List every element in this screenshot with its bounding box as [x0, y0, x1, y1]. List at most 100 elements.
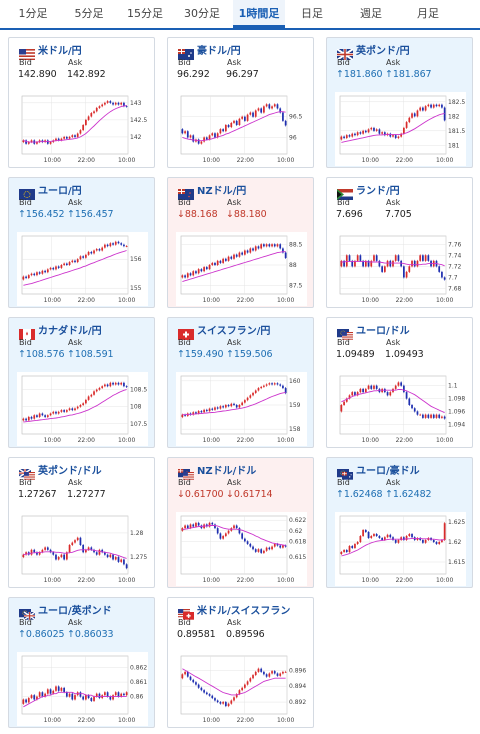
pair-name[interactable]: ユーロ/英ポンド [38, 606, 112, 617]
tab-4[interactable]: 30分足 [184, 7, 220, 20]
pair-name[interactable]: 英ポンド/円 [356, 46, 410, 57]
ask-price: 0.61714 [233, 489, 273, 500]
flag-icon [178, 465, 195, 480]
price-chart[interactable]: 108.5 108 107.5 10:00 22:00 10:00 [17, 372, 148, 446]
pair-name[interactable]: 米ドル/スイスフラン [197, 606, 291, 617]
price-chart[interactable]: 1.1 1.098 1.096 1.094 10:00 22:00 10:00 [335, 372, 466, 446]
candle-body [427, 255, 430, 261]
candle-body [211, 408, 214, 410]
price-chart[interactable]: 160 159 158 10:00 22:00 10:00 [176, 372, 307, 446]
moving-average-line [23, 549, 127, 559]
candle-body [114, 692, 117, 696]
candle-body [254, 110, 257, 117]
ask-price: 181.867 [392, 69, 432, 80]
pair-name[interactable]: 豪ドル/円 [197, 46, 241, 57]
candle-body [400, 382, 403, 386]
bid-value: ↓88.168 [177, 209, 218, 220]
x-tick-label: 22:00 [78, 437, 95, 444]
price-chart[interactable]: 0.862 0.861 0.86 10:00 22:00 10:00 [17, 652, 148, 726]
candle-body [195, 522, 197, 527]
currency-card[interactable]: ユーロ/円 Bid Ask ↑156.452 ↑156.457 156 155 10:00 22… [8, 177, 155, 308]
tab-3[interactable]: 15分足 [127, 7, 163, 20]
currency-card[interactable]: ランド/円 Bid Ask 7.696 7.705 7.76 7.74 7.72 7.7 7.68… [326, 177, 473, 308]
candle-body [241, 687, 244, 691]
tab-1[interactable]: 1分足 [18, 7, 48, 20]
candle-body [203, 137, 205, 142]
candle-body [106, 554, 109, 558]
pair-name[interactable]: ユーロ/円 [38, 186, 82, 197]
candle-body [408, 534, 411, 536]
x-tick-label: 10:00 [436, 157, 453, 164]
currency-card[interactable]: ユーロ/英ポンド Bid Ask ↑0.86025 ↑0.86033 0.862 0.861… [8, 597, 155, 728]
candle-body [227, 703, 230, 707]
candle-body [367, 260, 370, 267]
currency-card[interactable]: 英ポンド/ドル Bid Ask 1.27267 1.27277 1.28 1.275 10:0… [8, 457, 155, 588]
candle-body [30, 416, 33, 419]
candle-body [362, 530, 364, 536]
candle-body [233, 697, 235, 701]
tab-5[interactable]: 1時間足 [233, 0, 285, 28]
candle-body [381, 266, 383, 272]
currency-card[interactable]: NZドル/ドル Bid Ask ↓0.61700 ↓0.61714 0.622 0.62 0.… [167, 457, 314, 588]
candle-body [52, 411, 55, 414]
candle-body [364, 130, 367, 133]
currency-card[interactable]: ユーロ/豪ドル Bid Ask ↑1.62468 ↑1.62482 1.625 1.62 1.… [326, 457, 473, 588]
currency-card[interactable]: NZドル/円 Bid Ask ↓88.168 ↓88.180 88.5 88 87.5 10:0… [167, 177, 314, 308]
trend-arrow-icon: ↑ [336, 69, 344, 80]
pair-name[interactable]: ユーロ/ドル [356, 326, 410, 337]
tab-6[interactable]: 日足 [301, 7, 323, 20]
pair-name[interactable]: 米ドル/円 [38, 46, 82, 57]
tab-2[interactable]: 5分足 [74, 7, 104, 20]
candle-body [27, 142, 30, 144]
candle-body [214, 524, 216, 529]
price-chart[interactable]: 7.76 7.74 7.72 7.7 7.68 10:00 22:00 10:00 [335, 232, 466, 306]
candle-body [104, 552, 106, 555]
price-chart[interactable]: 156 155 10:00 22:00 10:00 [17, 232, 148, 306]
pair-name[interactable]: 英ポンド/ドル [38, 466, 102, 477]
candle-body [33, 695, 36, 700]
candle-body [55, 138, 57, 141]
price-chart[interactable]: 88.5 88 87.5 10:00 22:00 10:00 [176, 232, 307, 306]
currency-card[interactable]: 英ポンド/円 Bid Ask ↑181.860 ↑181.867 182.5 182 181.… [326, 37, 473, 168]
currency-card[interactable]: スイスフラン/円 Bid Ask ↑159.490 ↑159.506 160 159 158 1… [167, 317, 314, 448]
candle-body [57, 266, 60, 268]
currency-card[interactable]: 米ドル/円 Bid Ask 142.890 142.892 143 142.5 142 10:0… [8, 37, 155, 168]
price-chart[interactable]: 1.625 1.62 1.615 10:00 22:00 10:00 [335, 512, 466, 586]
candle-body [389, 260, 392, 267]
tab-8[interactable]: 月足 [417, 7, 439, 20]
pair-name[interactable]: スイスフラン/円 [197, 326, 271, 337]
price-chart[interactable]: 96.5 96 10:00 22:00 10:00 [176, 92, 307, 166]
candle-body [101, 386, 104, 388]
currency-card[interactable]: カナダドル/円 Bid Ask ↑108.576 ↑108.591 108.5 108 107… [8, 317, 155, 448]
candle-body [123, 559, 125, 565]
x-tick-label: 10:00 [436, 297, 453, 304]
candle-body [181, 674, 184, 679]
candle-body [38, 552, 41, 555]
candle-body [419, 255, 422, 261]
price-chart[interactable]: 143 142.5 142 10:00 22:00 10:00 [17, 92, 148, 166]
y-tick-label: 1.094 [448, 421, 465, 428]
candle-body [214, 407, 216, 410]
price-chart[interactable]: 1.28 1.275 10:00 22:00 10:00 [17, 512, 148, 586]
pair-name[interactable]: ランド/円 [356, 186, 400, 197]
tab-7[interactable]: 週足 [360, 7, 382, 20]
x-tick-label: 10:00 [362, 297, 379, 304]
pair-name[interactable]: NZドル/円 [197, 186, 247, 197]
plot-area [180, 95, 288, 155]
candle-body [416, 411, 419, 415]
pair-name[interactable]: ユーロ/豪ドル [356, 466, 420, 477]
currency-card[interactable]: 豪ドル/円 Bid Ask 96.292 96.297 96.5 96 10:00 22:00 1… [167, 37, 314, 168]
price-chart[interactable]: 182.5 182 181.5 181 10:00 22:00 10:00 [335, 92, 466, 166]
candle-body [49, 142, 52, 144]
ask-value: 0.89596 [226, 629, 265, 640]
price-chart[interactable]: 0.896 0.894 0.892 10:00 22:00 10:00 [176, 652, 307, 726]
bid-value: 142.890 [18, 69, 57, 80]
currency-card[interactable]: ユーロ/ドル Bid Ask 1.09489 1.09493 1.1 1.098 1.096 1… [326, 317, 473, 448]
x-tick-label: 22:00 [78, 157, 95, 164]
price-chart[interactable]: 0.622 0.62 0.618 0.615 10:00 22:00 10:00 [176, 512, 307, 586]
currency-card[interactable]: 米ドル/スイスフラン Bid Ask 0.89581 0.89596 0.896 0.894… [167, 597, 314, 728]
candle-body [87, 547, 90, 550]
pair-name[interactable]: NZドル/ドル [197, 466, 257, 477]
pair-name[interactable]: カナダドル/円 [38, 326, 102, 337]
candle-body [263, 106, 265, 113]
